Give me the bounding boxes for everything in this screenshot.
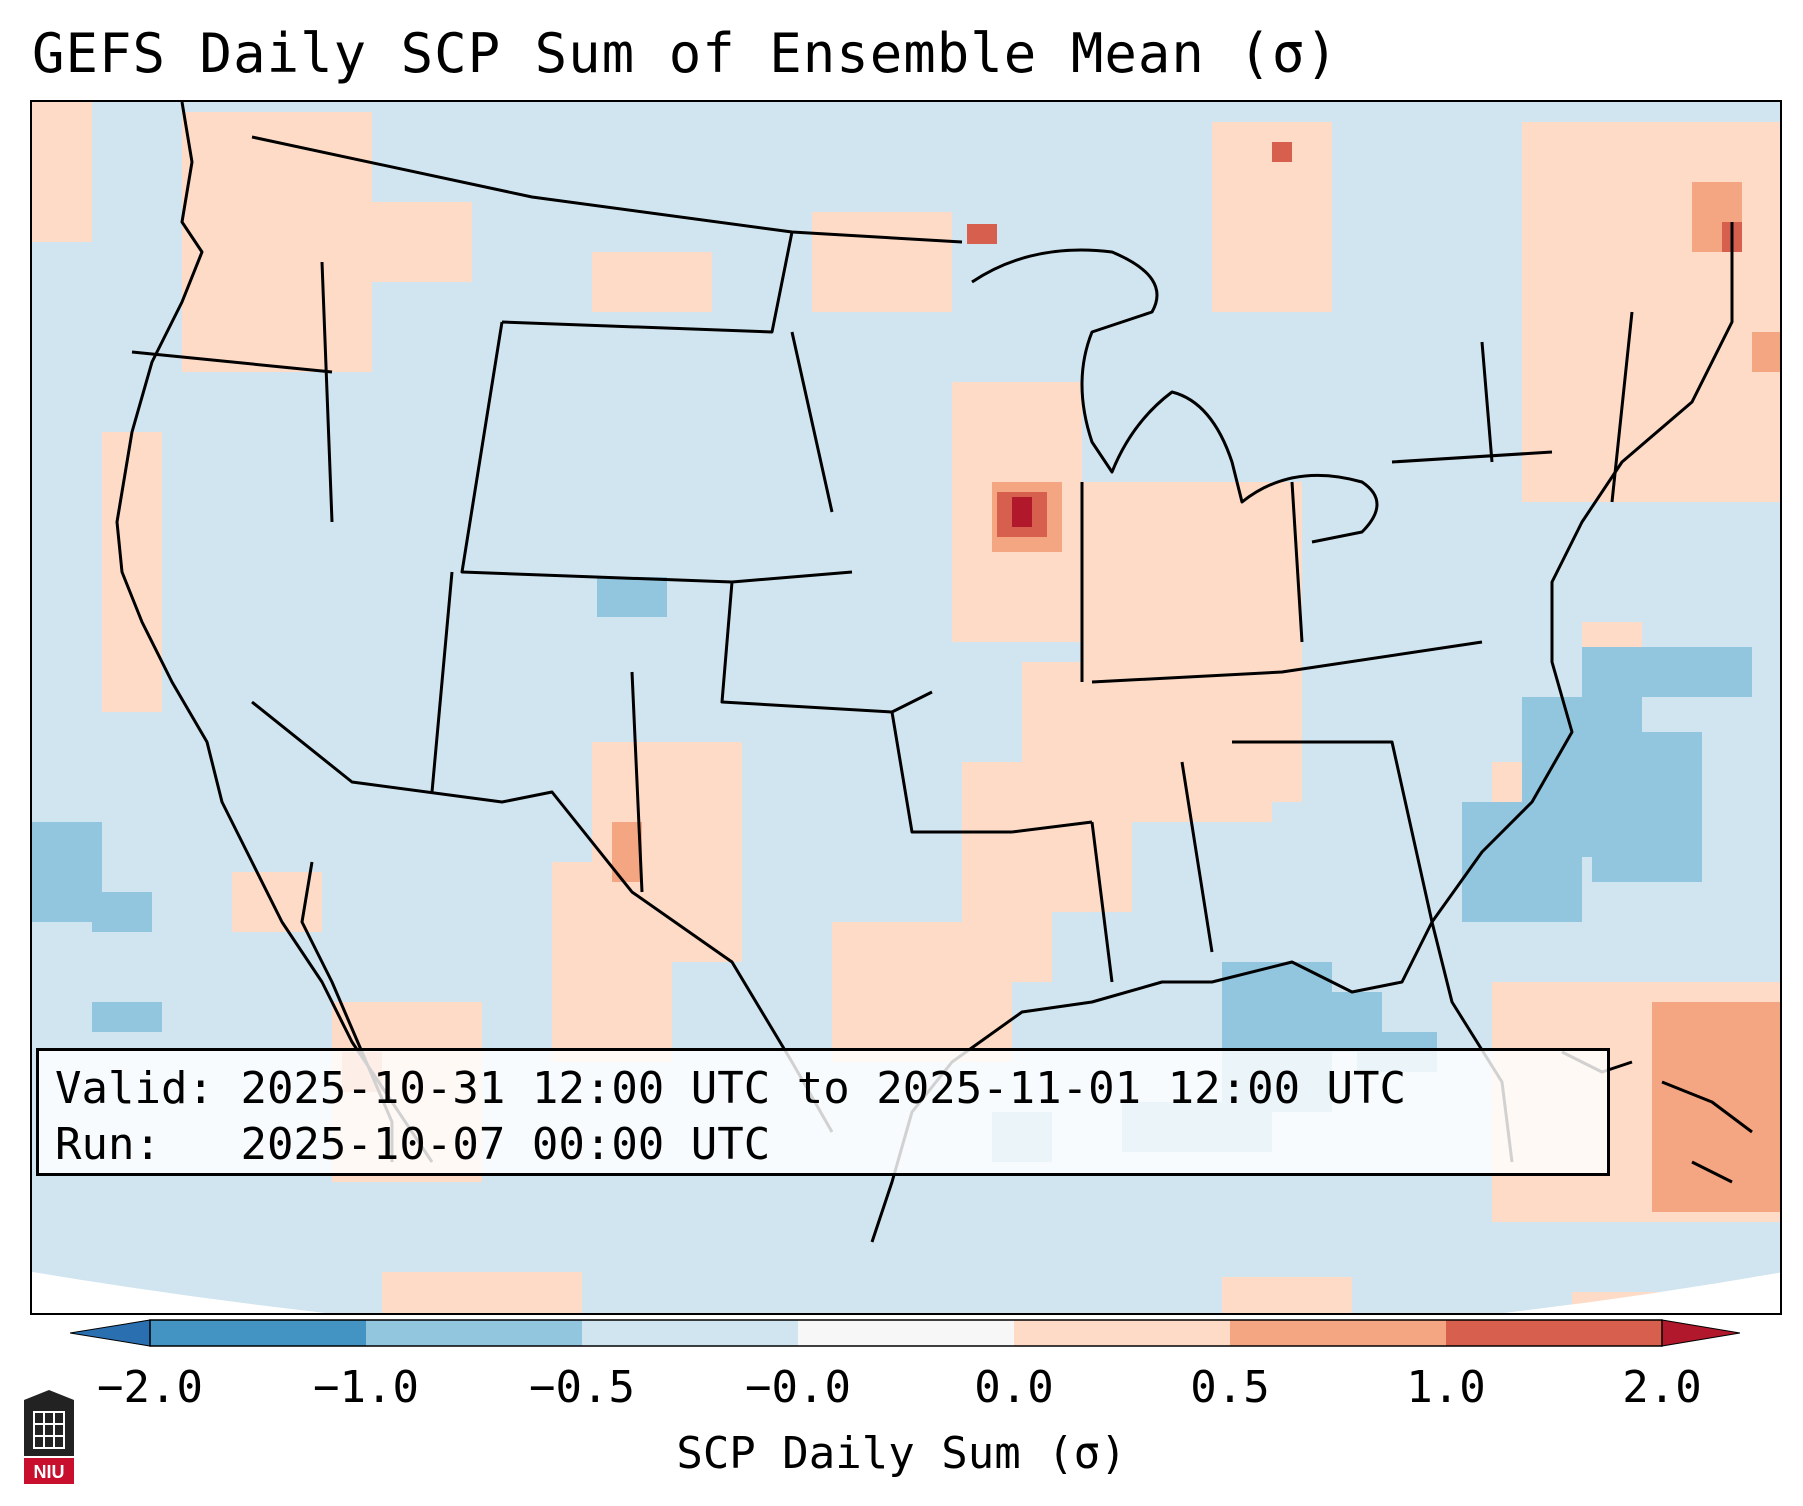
colorbar-tick: −0.5	[529, 1362, 635, 1413]
colorbar-bin-neg2-neg1	[150, 1320, 366, 1346]
colorbar-bin-zero	[798, 1320, 1014, 1346]
colorbar-bin-0-05	[1014, 1320, 1230, 1346]
us-mexico-border	[251, 700, 834, 1133]
run-time: 2025-10-07 00:00 UTC	[240, 1119, 771, 1170]
colorbar-tick: −2.0	[97, 1362, 203, 1413]
colorbar	[70, 1319, 1740, 1347]
map-title: GEFS Daily SCP Sum of Ensemble Mean (σ)	[32, 22, 1339, 85]
colorbar-tick: 2.0	[1622, 1362, 1702, 1413]
boundaries	[115, 102, 1753, 1243]
logo-text: NIU	[34, 1462, 65, 1482]
east-coastline	[1430, 222, 1734, 1163]
colorbar-tick: −1.0	[313, 1362, 419, 1413]
state-lines	[131, 231, 1634, 983]
colorbar-bin-neg1-neg05	[366, 1320, 582, 1346]
colorbar-bin-neg05-0	[582, 1320, 798, 1346]
colorbar-tick: 0.5	[1190, 1362, 1270, 1413]
domain-edge	[32, 1272, 1780, 1313]
colorbar-label: SCP Daily Sum (σ)	[676, 1428, 1127, 1479]
us-canada-border	[251, 135, 963, 244]
valid-label: Valid:	[55, 1063, 214, 1114]
colorbar-under-triangle	[70, 1319, 151, 1347]
great-lakes	[971, 248, 1379, 544]
niu-logo-icon: NIU	[24, 1390, 74, 1484]
colorbar-tick: 1.0	[1406, 1362, 1486, 1413]
west-coastline	[115, 102, 434, 1163]
valid-time: 2025-10-31 12:00 UTC to 2025-11-01 12:00…	[240, 1063, 1407, 1114]
peak-anomalies	[1012, 497, 1032, 527]
colorbar-bin-1-2	[1446, 1320, 1662, 1346]
valid-run-info-box: Valid: 2025-10-31 12:00 UTC to 2025-11-0…	[36, 1048, 1610, 1176]
colorbar-bin-05-1	[1230, 1320, 1446, 1346]
colorbar-over-triangle	[1661, 1319, 1740, 1347]
run-label: Run:	[55, 1119, 161, 1170]
colorbar-tick: −0.0	[745, 1362, 851, 1413]
colorbar-tick: 0.0	[974, 1362, 1054, 1413]
